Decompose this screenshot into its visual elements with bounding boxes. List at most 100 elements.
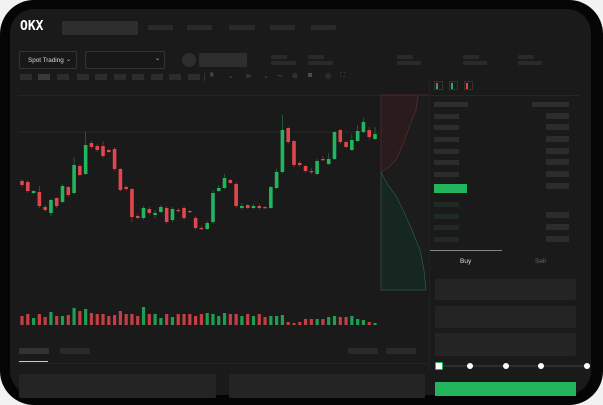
ask-amount bbox=[546, 171, 569, 177]
candle-body bbox=[83, 145, 88, 174]
tab-order-history[interactable] bbox=[60, 348, 90, 354]
interval-button-active[interactable] bbox=[38, 74, 50, 80]
settings-icon[interactable]: ◎ bbox=[325, 73, 332, 80]
volume-bar bbox=[43, 317, 47, 325]
chevron-down-icon[interactable]: ⌄ bbox=[263, 73, 269, 80]
ask-amount bbox=[546, 159, 569, 165]
trading-mode-select[interactable]: Spot Trading ⌄ bbox=[19, 51, 77, 69]
slider-step[interactable] bbox=[538, 363, 544, 369]
candle-body bbox=[112, 149, 117, 169]
candle-body bbox=[95, 146, 100, 150]
chevron-down-icon[interactable]: ⌄ bbox=[228, 73, 234, 80]
interval-button[interactable] bbox=[77, 74, 89, 80]
price-input[interactable] bbox=[435, 279, 576, 300]
volume-bar bbox=[165, 314, 169, 325]
tab-sell[interactable]: Sell bbox=[535, 258, 546, 265]
tab-open-orders[interactable] bbox=[19, 348, 49, 354]
nav-item[interactable] bbox=[187, 25, 212, 30]
orderbook-asks-icon[interactable] bbox=[464, 81, 473, 90]
volume-bar bbox=[356, 319, 360, 325]
search-bar[interactable] bbox=[62, 21, 138, 35]
candle-body bbox=[170, 209, 175, 220]
volume-bar bbox=[309, 319, 313, 325]
candle-body bbox=[297, 163, 302, 165]
interval-button[interactable] bbox=[188, 74, 200, 80]
interval-button[interactable] bbox=[20, 74, 32, 80]
ask-amount bbox=[546, 113, 569, 119]
filter-button[interactable] bbox=[348, 348, 378, 354]
slider-step[interactable] bbox=[584, 363, 590, 369]
chart-type-icon[interactable]: ⩩ bbox=[210, 72, 214, 79]
interval-button[interactable] bbox=[169, 74, 181, 80]
pair-price bbox=[199, 53, 247, 67]
camera-icon[interactable]: ◙ bbox=[308, 72, 313, 79]
interval-button[interactable] bbox=[114, 74, 126, 80]
candle-body bbox=[269, 187, 273, 208]
draw-tool-icon[interactable]: ⊘ bbox=[292, 73, 298, 80]
interval-button[interactable] bbox=[151, 74, 163, 80]
volume-bar bbox=[130, 314, 134, 325]
toolbar-divider bbox=[204, 73, 205, 81]
nav-item[interactable] bbox=[229, 25, 255, 30]
volume-bar bbox=[327, 317, 331, 325]
interval-button[interactable] bbox=[57, 74, 69, 80]
candle-body bbox=[54, 198, 59, 206]
volume-bar bbox=[298, 322, 302, 325]
amount-input[interactable] bbox=[435, 306, 576, 328]
candle-body bbox=[124, 187, 128, 189]
candle-body bbox=[274, 172, 279, 188]
line-tool-icon[interactable]: ∼ bbox=[277, 73, 283, 80]
slider-handle[interactable] bbox=[435, 362, 443, 370]
total-input[interactable] bbox=[435, 333, 576, 356]
volume-bar bbox=[199, 314, 203, 325]
stat-value bbox=[397, 61, 421, 65]
volume-bar bbox=[275, 316, 279, 325]
stat-label bbox=[518, 55, 534, 59]
stat-value bbox=[463, 61, 487, 65]
bid-price bbox=[434, 214, 459, 219]
volume-bar bbox=[350, 316, 354, 325]
fullscreen-icon[interactable]: ⛶ bbox=[340, 72, 345, 79]
candle-body bbox=[118, 169, 123, 190]
leverage-slider-track[interactable] bbox=[440, 365, 588, 367]
bid-price bbox=[434, 202, 459, 207]
orderbook-bids-icon[interactable] bbox=[449, 81, 458, 90]
candle-body bbox=[286, 128, 290, 142]
candle-body bbox=[280, 130, 285, 172]
trading-screen bbox=[10, 9, 591, 395]
stat-label bbox=[271, 55, 287, 59]
orderbook-both-icon[interactable] bbox=[434, 81, 443, 90]
candle-body bbox=[25, 182, 30, 191]
okx-logo[interactable]: OKX bbox=[20, 19, 44, 34]
candle-body bbox=[309, 171, 314, 173]
filter-button[interactable] bbox=[386, 348, 416, 354]
volume-bar bbox=[321, 319, 325, 325]
bid-price bbox=[434, 237, 459, 242]
interval-button[interactable] bbox=[95, 74, 107, 80]
stat-value bbox=[308, 61, 333, 65]
nav-item[interactable] bbox=[148, 25, 173, 30]
interval-button[interactable] bbox=[132, 74, 144, 80]
volume-bar bbox=[303, 319, 308, 325]
depth-asks-area bbox=[380, 94, 428, 173]
slider-step[interactable] bbox=[503, 363, 509, 369]
volume-bar bbox=[37, 314, 41, 325]
nav-item[interactable] bbox=[270, 25, 295, 30]
slider-step[interactable] bbox=[467, 363, 473, 369]
pair-select[interactable]: ⌄ bbox=[85, 51, 165, 69]
candle-body bbox=[37, 192, 42, 206]
volume-bar bbox=[338, 317, 342, 325]
candle-body bbox=[350, 140, 354, 150]
candle-body bbox=[326, 159, 331, 164]
stat-label bbox=[463, 55, 479, 59]
candle-body bbox=[193, 218, 198, 228]
nav-item[interactable] bbox=[311, 25, 336, 30]
tab-buy[interactable]: Buy bbox=[460, 258, 472, 265]
indicator-icon[interactable]: ⊳ bbox=[246, 73, 252, 80]
buy-button[interactable] bbox=[435, 382, 576, 396]
bottom-panel bbox=[229, 374, 425, 398]
ask-amount bbox=[546, 148, 569, 154]
volume-bar bbox=[159, 318, 163, 325]
